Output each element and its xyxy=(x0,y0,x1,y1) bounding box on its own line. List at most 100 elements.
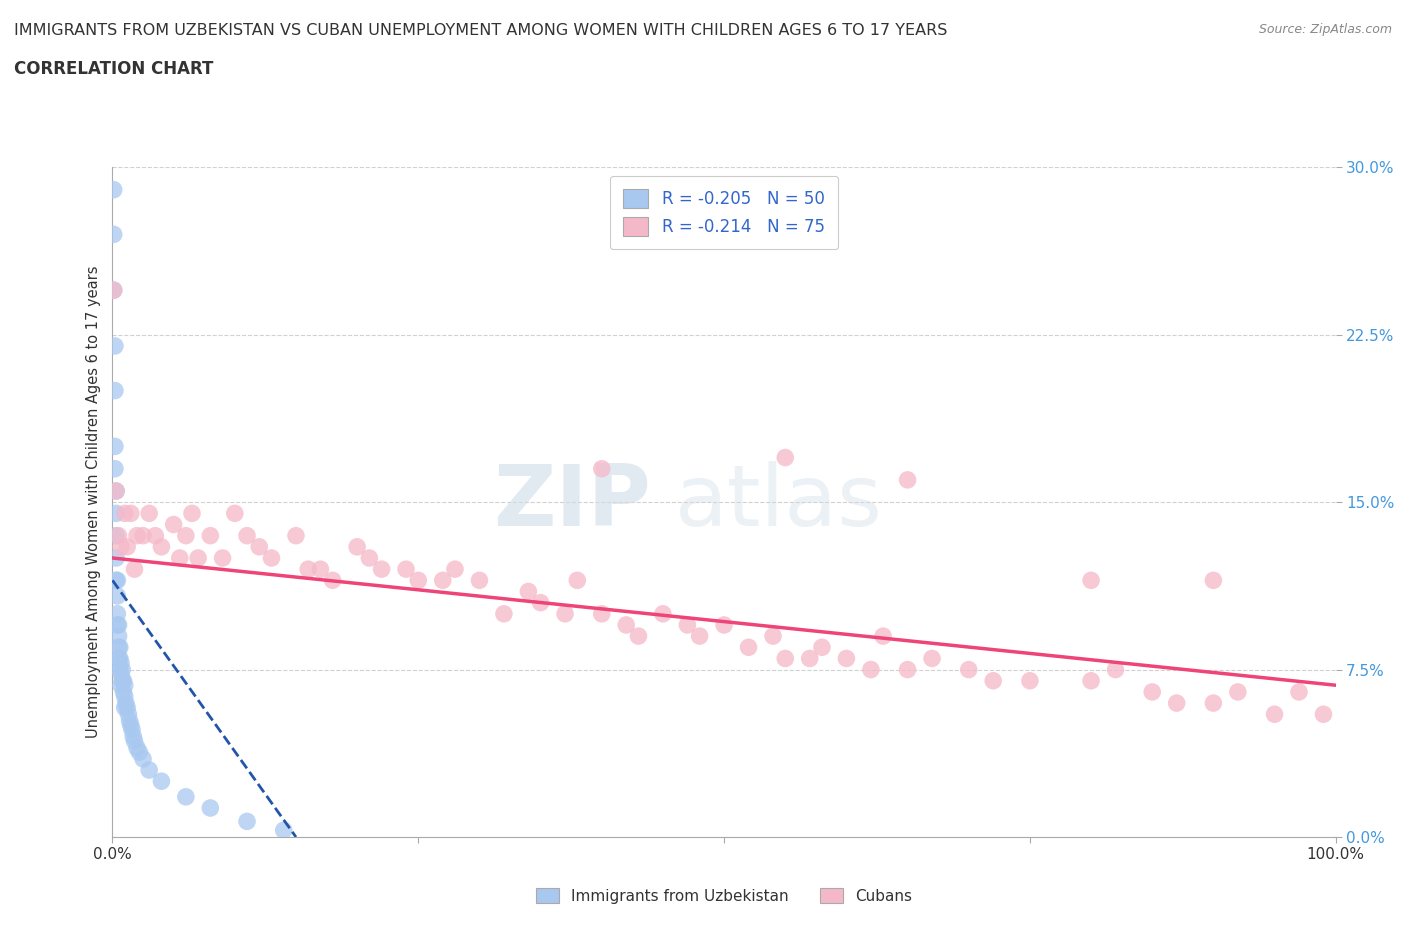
Point xyxy=(921,651,943,666)
Point xyxy=(492,606,515,621)
Point xyxy=(105,484,128,498)
Text: atlas: atlas xyxy=(675,460,883,544)
Point xyxy=(897,472,920,487)
Point xyxy=(121,723,143,737)
Point xyxy=(105,573,128,588)
Point xyxy=(105,573,128,588)
Point xyxy=(297,562,319,577)
Point xyxy=(132,751,155,766)
Point xyxy=(105,551,128,565)
Point xyxy=(872,629,894,644)
Point xyxy=(107,640,129,655)
Point xyxy=(104,461,127,476)
Text: Source: ZipAtlas.com: Source: ZipAtlas.com xyxy=(1258,23,1392,36)
Point xyxy=(120,506,142,521)
Point xyxy=(1312,707,1334,722)
Point xyxy=(1080,673,1102,688)
Point xyxy=(737,640,759,655)
Point xyxy=(120,718,142,733)
Y-axis label: Unemployment Among Women with Children Ages 6 to 17 years: Unemployment Among Women with Children A… xyxy=(86,266,101,738)
Point xyxy=(110,656,132,671)
Point xyxy=(150,539,173,554)
Point xyxy=(169,551,191,565)
Point xyxy=(1104,662,1126,677)
Point xyxy=(835,651,858,666)
Point xyxy=(132,528,155,543)
Point xyxy=(163,517,186,532)
Point xyxy=(200,801,222,816)
Point xyxy=(115,539,138,554)
Point xyxy=(811,640,834,655)
Point xyxy=(567,573,589,588)
Point xyxy=(236,814,259,829)
Point xyxy=(105,606,128,621)
Point xyxy=(111,662,134,677)
Point xyxy=(762,629,785,644)
Point xyxy=(432,573,454,588)
Point xyxy=(114,506,136,521)
Point xyxy=(124,562,146,577)
Point xyxy=(200,528,222,543)
Point xyxy=(689,629,711,644)
Point xyxy=(554,606,576,621)
Text: CORRELATION CHART: CORRELATION CHART xyxy=(14,60,214,78)
Point xyxy=(1166,696,1188,711)
Point xyxy=(187,551,209,565)
Point xyxy=(125,528,148,543)
Point xyxy=(104,383,127,398)
Point xyxy=(108,662,131,677)
Point xyxy=(103,283,125,298)
Point xyxy=(107,618,129,632)
Point xyxy=(128,745,150,760)
Point xyxy=(110,667,132,682)
Point xyxy=(284,528,308,543)
Point xyxy=(260,551,283,565)
Point xyxy=(1018,673,1040,688)
Point xyxy=(122,729,145,744)
Point xyxy=(273,823,295,838)
Point xyxy=(897,662,920,677)
Point xyxy=(143,528,166,543)
Point xyxy=(211,551,233,565)
Point xyxy=(981,673,1004,688)
Point xyxy=(150,774,173,789)
Point xyxy=(107,629,129,644)
Point xyxy=(105,528,128,543)
Point xyxy=(174,528,197,543)
Point xyxy=(370,562,392,577)
Point xyxy=(103,227,125,242)
Point xyxy=(174,790,197,804)
Point xyxy=(627,629,650,644)
Point xyxy=(395,562,418,577)
Point xyxy=(1202,696,1225,711)
Point xyxy=(114,689,136,704)
Point xyxy=(309,562,332,577)
Point xyxy=(614,618,637,632)
Point xyxy=(1202,573,1225,588)
Point xyxy=(103,283,125,298)
Point xyxy=(408,573,430,588)
Point xyxy=(115,696,138,711)
Point xyxy=(118,713,141,728)
Point xyxy=(108,651,131,666)
Point xyxy=(859,662,882,677)
Text: ZIP: ZIP xyxy=(494,460,651,544)
Point xyxy=(114,678,136,693)
Point xyxy=(676,618,699,632)
Point xyxy=(111,673,134,688)
Point xyxy=(799,651,821,666)
Point xyxy=(224,506,246,521)
Point xyxy=(529,595,551,610)
Point xyxy=(125,740,148,755)
Point xyxy=(117,707,139,722)
Point xyxy=(103,182,125,197)
Point xyxy=(138,763,160,777)
Point xyxy=(359,551,381,565)
Point xyxy=(1080,573,1102,588)
Point xyxy=(105,484,128,498)
Point xyxy=(591,461,613,476)
Point xyxy=(652,606,675,621)
Point xyxy=(775,651,797,666)
Point xyxy=(247,539,270,554)
Point xyxy=(112,673,135,688)
